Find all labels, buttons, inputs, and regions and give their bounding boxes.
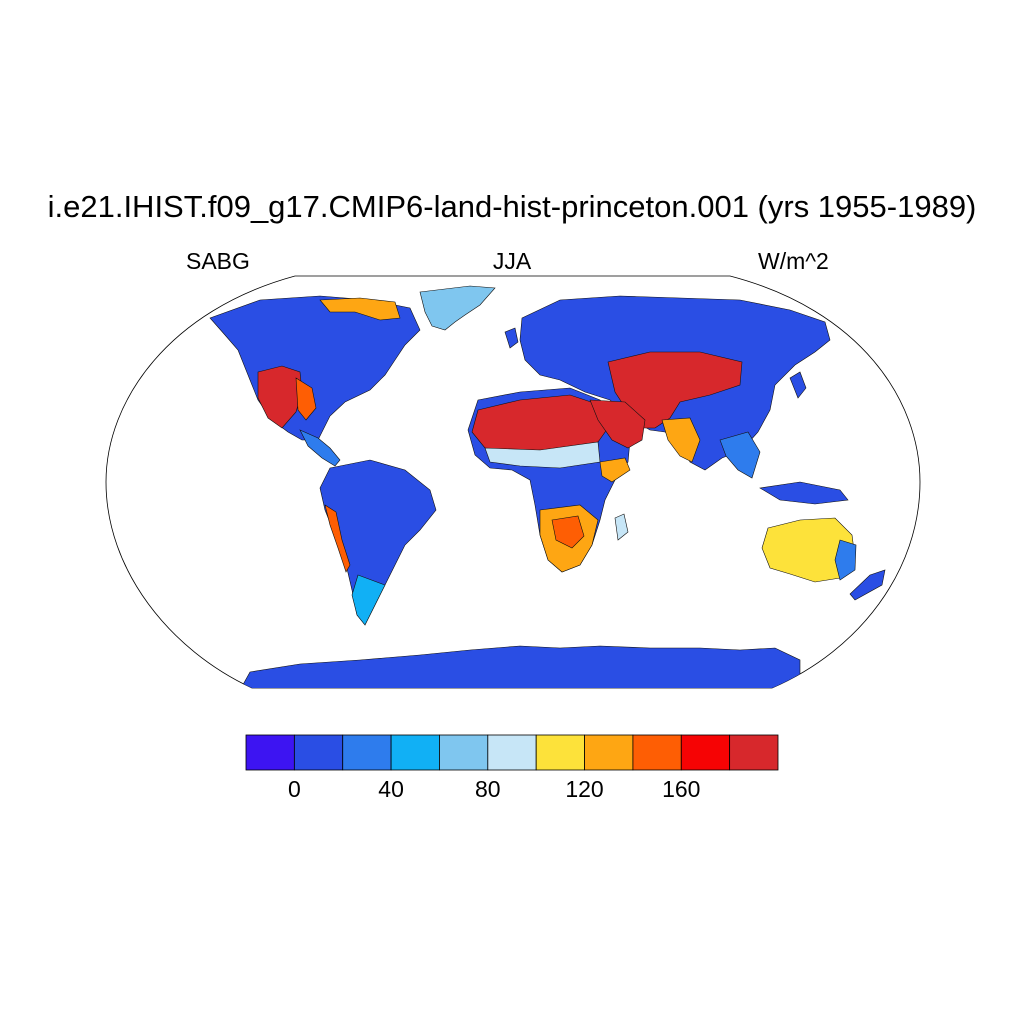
colorbar-swatch (584, 734, 634, 771)
greenland-region (419, 285, 496, 331)
colorbar-swatch (632, 734, 682, 771)
us-southwest-edge (295, 377, 317, 421)
southern-africa-core (551, 515, 585, 549)
colorbar-swatch (245, 734, 295, 771)
north-america-arctic-fringe (319, 297, 401, 321)
us-southwest-hotspot (257, 365, 303, 429)
colorbar-swatch (439, 734, 489, 771)
colorbar-tick-label: 120 (565, 776, 604, 802)
madagascar-island (614, 513, 629, 541)
colorbar-tick-label: 0 (287, 776, 301, 802)
new-zealand-islands (849, 569, 886, 601)
sahel-band (484, 441, 601, 469)
colorbar-swatch (680, 734, 731, 771)
colorbar-tick-label: 40 (378, 776, 404, 802)
uk-islands (504, 327, 519, 349)
colorbar-swatch (535, 734, 585, 771)
colorbar-swatch (487, 734, 537, 771)
arabian-peninsula (589, 399, 646, 449)
colorbar (245, 734, 779, 771)
colorbar-tick-label: 160 (662, 776, 701, 802)
south-america-southern-cone (351, 574, 386, 626)
horn-of-africa (599, 457, 631, 483)
plot-title: i.e21.IHIST.f09_g17.CMIP6-land-hist-prin… (47, 189, 977, 224)
colorbar-tick-label: 80 (475, 776, 501, 802)
variable-label: SABG (186, 248, 250, 274)
australia-east-coast (834, 539, 857, 581)
colorbar-swatch (390, 734, 440, 771)
colorbar-swatch (293, 734, 344, 771)
indonesia-islands (759, 481, 849, 505)
southeast-asia-region (719, 431, 761, 479)
colorbar-swatch (342, 734, 392, 771)
india-region (661, 417, 701, 463)
andes-edge (324, 504, 351, 573)
season-label: JJA (492, 248, 532, 274)
colorbar-swatch (729, 734, 779, 771)
japan-islands (789, 371, 807, 399)
central-america-region (299, 429, 341, 467)
units-label: W/m^2 (758, 248, 829, 274)
